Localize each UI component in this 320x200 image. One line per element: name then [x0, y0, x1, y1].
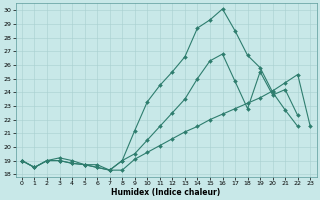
X-axis label: Humidex (Indice chaleur): Humidex (Indice chaleur) [111, 188, 221, 197]
